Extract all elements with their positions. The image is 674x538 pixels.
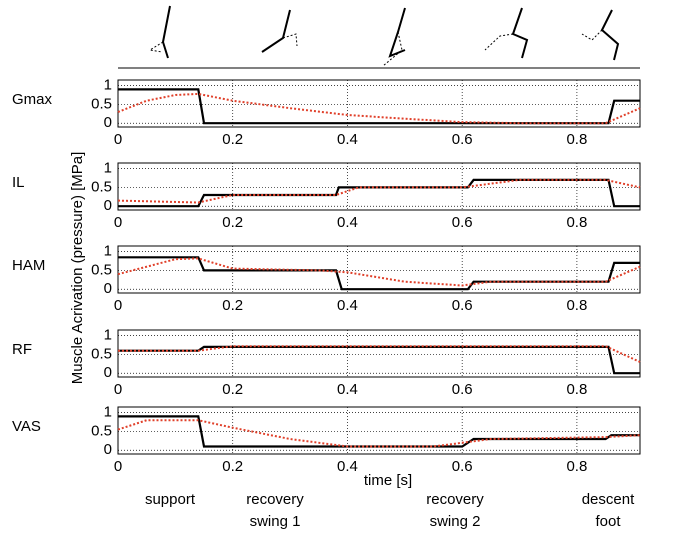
- x-tick-label: 0.6: [452, 297, 473, 314]
- x-tick-label: 0.2: [222, 214, 243, 231]
- y-tick-label: 0.5: [91, 95, 112, 112]
- y-tick-label: 1: [104, 404, 112, 421]
- x-tick-label: 0.8: [566, 458, 587, 475]
- x-tick-label: 0.2: [222, 131, 243, 148]
- phase-label: swing 1: [250, 513, 301, 530]
- x-tick-label: 0.6: [452, 381, 473, 398]
- x-axis-label: time [s]: [364, 472, 412, 489]
- phase-label: foot: [595, 513, 621, 530]
- panel-title: Gmax: [12, 91, 53, 108]
- panel-title: RF: [12, 341, 32, 358]
- data-line: [117, 257, 641, 287]
- y-tick-label: 0: [104, 280, 112, 297]
- x-tick-label: 0.6: [452, 131, 473, 148]
- y-tick-label: 1: [104, 160, 112, 177]
- data-line: [118, 88, 640, 125]
- data-line: [118, 256, 640, 291]
- data-line: [117, 92, 641, 125]
- x-tick-label: 0.4: [337, 214, 358, 231]
- phase-label: recovery: [426, 491, 484, 508]
- y-tick-label: 1: [104, 243, 112, 260]
- panel-title: HAM: [12, 257, 45, 274]
- plot-frame: [117, 245, 641, 294]
- x-tick-label: 0.6: [452, 458, 473, 475]
- x-tick-label: 0.8: [566, 381, 587, 398]
- data-line: [118, 178, 640, 208]
- y-tick-label: 0.5: [91, 178, 112, 195]
- y-tick-label: 1: [104, 327, 112, 344]
- x-tick-label: 0.4: [337, 297, 358, 314]
- y-tick-label: 0: [104, 441, 112, 458]
- phase-label: swing 2: [430, 513, 481, 530]
- x-tick-label: 0: [114, 131, 122, 148]
- y-axis-label: Muscle Acrivation (pressure) [MPa]: [69, 152, 86, 385]
- phase-label: support: [145, 491, 196, 508]
- x-tick-label: 0: [114, 297, 122, 314]
- y-tick-label: 0: [104, 197, 112, 214]
- plot-frame: [117, 406, 641, 455]
- x-tick-label: 0.2: [222, 458, 243, 475]
- y-tick-label: 0.5: [91, 422, 112, 439]
- x-tick-label: 0.4: [337, 458, 358, 475]
- x-tick-label: 0: [114, 381, 122, 398]
- x-tick-label: 0: [114, 458, 122, 475]
- data-line: [118, 345, 641, 363]
- panel-title: IL: [12, 174, 25, 191]
- plot-frame: [117, 79, 641, 128]
- x-tick-label: 0.2: [222, 381, 243, 398]
- y-tick-label: 1: [104, 77, 112, 94]
- data-line: [117, 419, 641, 448]
- panel-title: VAS: [12, 418, 41, 435]
- x-tick-label: 0: [114, 214, 122, 231]
- data-line: [117, 178, 641, 204]
- plot-frame: [117, 329, 641, 378]
- x-tick-label: 0.4: [337, 131, 358, 148]
- x-tick-label: 0.4: [337, 381, 358, 398]
- stick-figures: [118, 5, 640, 69]
- x-tick-label: 0.2: [222, 297, 243, 314]
- phase-label: descent: [582, 491, 635, 508]
- x-tick-label: 0.8: [566, 297, 587, 314]
- x-tick-label: 0.8: [566, 131, 587, 148]
- phase-label: recovery: [246, 491, 304, 508]
- x-tick-label: 0.8: [566, 214, 587, 231]
- data-line: [118, 345, 640, 375]
- y-tick-label: 0.5: [91, 261, 112, 278]
- x-tick-label: 0.6: [452, 214, 473, 231]
- y-tick-label: 0.5: [91, 345, 112, 362]
- y-tick-label: 0: [104, 364, 112, 381]
- y-tick-label: 0: [104, 114, 112, 131]
